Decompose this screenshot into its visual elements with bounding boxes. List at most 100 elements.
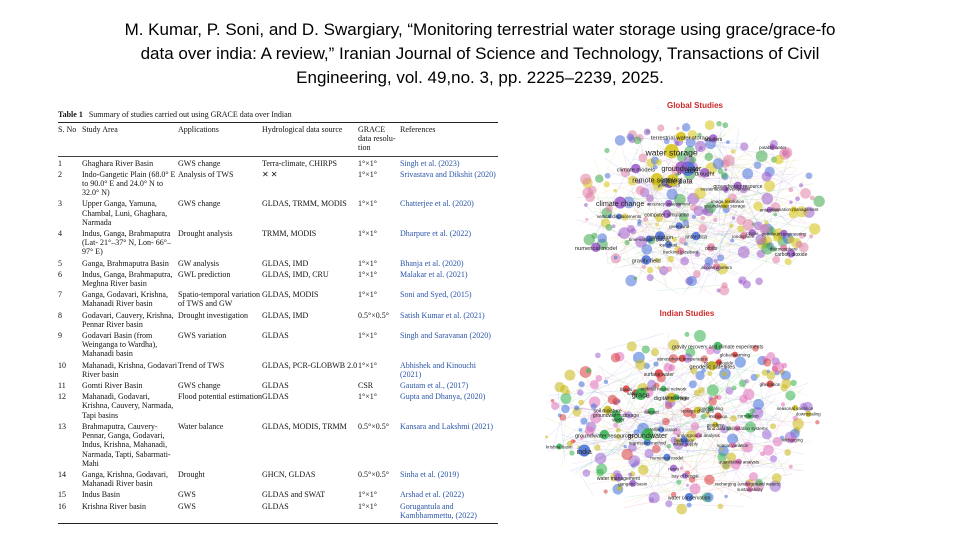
keyword-node [599,429,610,440]
network-node [690,204,698,212]
network-node [731,385,737,391]
keyword-label: ionosphere [732,234,755,239]
keyword-label: numerical model [650,455,683,460]
network-node [761,369,769,376]
keyword-node [691,231,701,241]
keyword-label: greenland [669,224,690,229]
network-node [591,232,598,239]
cell-no: 1 [58,158,62,168]
cell-app: GWL prediction [178,269,231,279]
keyword-node [786,249,796,258]
network-node [605,204,613,213]
network-node [636,179,641,184]
cell-no: 16 [58,501,66,511]
keyword-node [591,242,601,253]
network-node [654,213,664,222]
cell-res: 1°×1° [358,158,377,168]
keyword-label: accelerometers [701,265,733,270]
network-node [706,384,719,397]
cell-no: 3 [58,199,62,209]
keyword-label: groundwater storage [704,203,746,208]
keyword-label: drought [695,172,715,178]
network-node [693,329,706,342]
network-node [574,405,580,411]
network-node [676,202,682,208]
network-node [641,345,650,354]
indian-studies-map: Indian Studies land data assimilation sy… [532,306,832,520]
network-node [603,379,609,385]
network-node [690,367,698,375]
network-node [594,444,601,451]
keyword-node [790,206,797,213]
cell-no: 11 [58,381,66,391]
keyword-node [684,492,694,502]
keyword-node [729,442,736,449]
table-row: 11 Gomti River Basin GWS change GLDAS CSR Gau… [58,381,498,390]
keyword-label: gravity field [632,259,661,265]
keyword-node [681,472,688,479]
network-node [582,469,591,477]
network-node [663,138,670,145]
keyword-label: ozone [746,231,759,236]
cell-source: GLDAS, TRMM, MODIS [262,199,347,209]
network-node [569,450,575,456]
cell-res: 1°×1° [358,199,377,209]
network-node [703,492,714,503]
keyword-node [630,163,641,174]
cell-source: GLDAS, MODIS [262,290,319,300]
keyword-node [792,405,799,412]
network-node [720,171,728,179]
keyword-node [650,172,663,185]
network-node [647,202,651,206]
network-node [729,223,734,229]
network-node [700,355,709,363]
network-node [717,254,725,262]
keyword-label: climate change [596,199,644,208]
network-node [561,404,570,414]
cell-area: Krishna River basin [82,501,146,511]
keyword-label: thermosphere [770,246,798,251]
cell-area: Ganga, Brahmaputra Basin [82,258,169,268]
cell-res: 0.5°×0.5° [358,421,389,431]
keyword-node [647,407,656,415]
header-applications: Applications [178,125,219,134]
network-node [815,420,820,425]
keyword-node [706,243,716,252]
keyword-node [746,486,753,493]
keyword-node [709,134,718,143]
keyword-label: satellite mission [645,427,677,432]
keyword-node [643,438,651,446]
cell-source: GLDAS [262,392,289,402]
network-node [731,216,736,220]
network-node [616,485,623,491]
network-node [682,353,693,363]
network-node [717,168,724,175]
network-node [690,422,700,431]
network-node [800,402,807,410]
header-study-area: Study Area [82,125,118,134]
network-node [704,120,715,131]
network-node [800,188,811,199]
keyword-label: vertical displacements [597,214,642,219]
network-node [714,395,719,400]
cell-app: GWS change [178,158,221,168]
network-node [565,389,571,395]
network-node [795,196,800,202]
network-node [668,339,680,351]
cell-ref: Gautam et al., (2017) [400,381,469,391]
cell-area: Mahanadi, Krishna, Godavari River basin [82,360,178,379]
network-node [647,379,657,389]
network-node [755,277,763,286]
keyword-node [614,196,627,209]
keyword-label: water management [597,476,641,482]
network-node [615,427,621,433]
citation-line-2: data over india: A review,” Iranian Jour… [140,44,820,63]
network-node [772,436,783,447]
cell-no: 9 [58,331,62,341]
cell-source: GLDAS, PCR-GLOBWB 2.0 [262,360,358,370]
network-node [719,447,723,451]
cell-area: Gomti River Basin [82,381,143,391]
table-body: 1 Ghaghara River Basin GWS change Terra-cli… [58,159,498,520]
cell-ref: Chatterjee et al. (2020) [400,199,474,209]
network-node [672,427,681,436]
